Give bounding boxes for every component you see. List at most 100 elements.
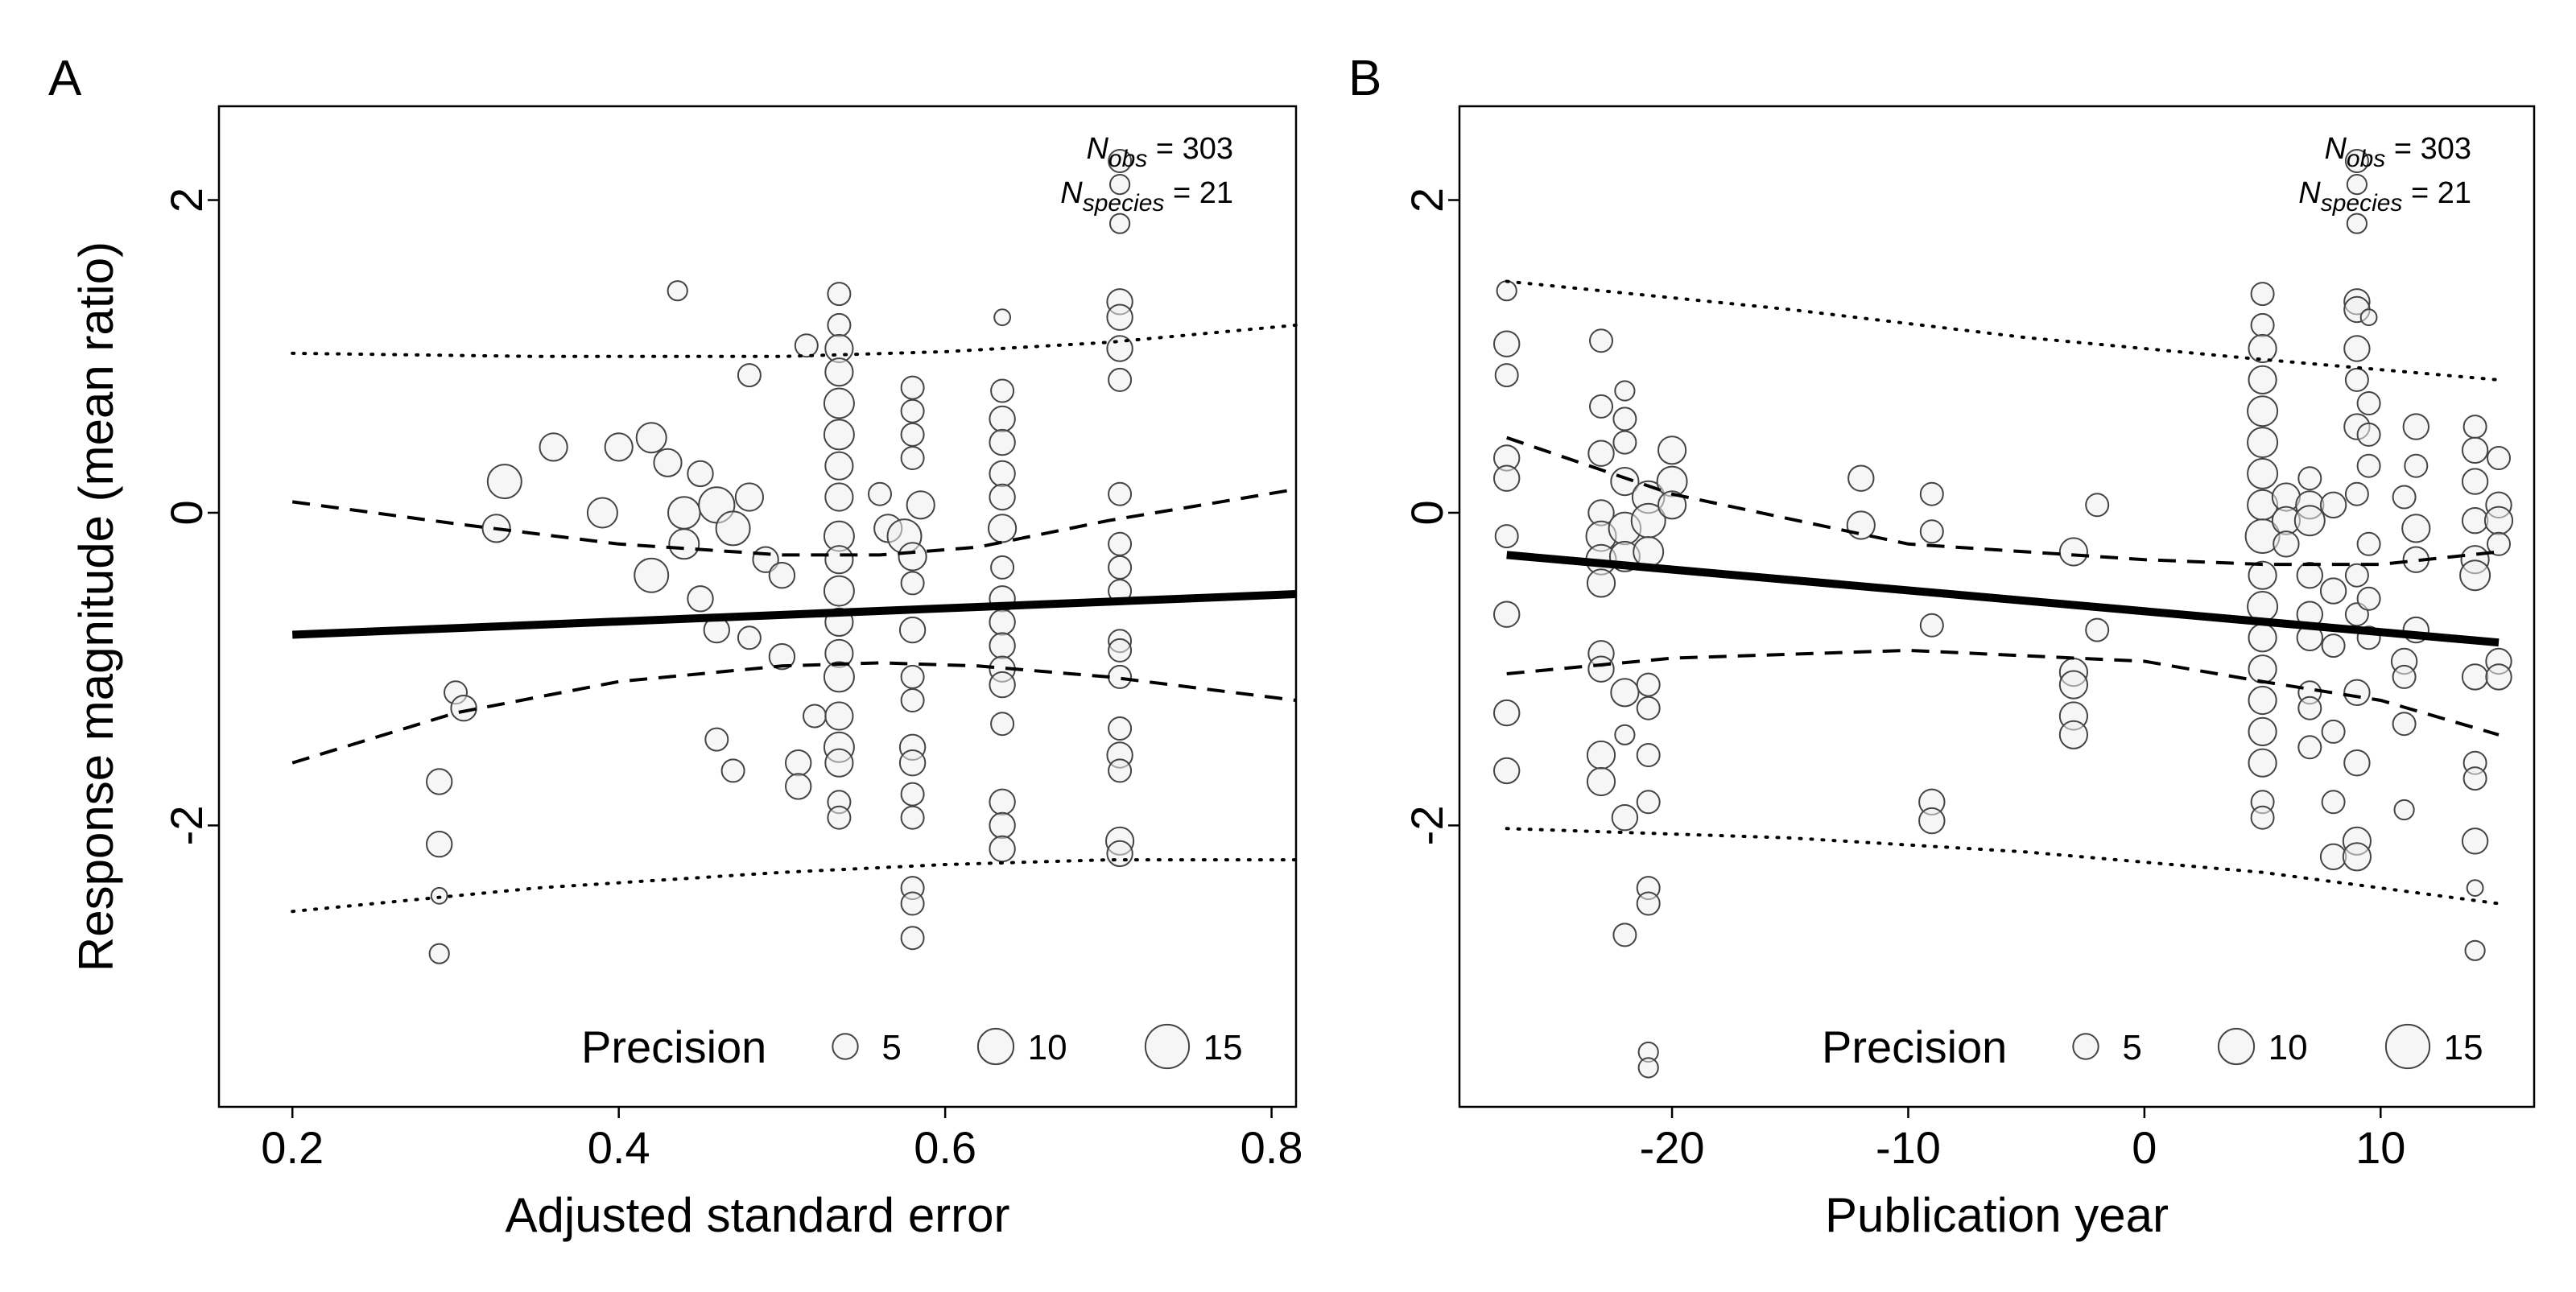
data-point [2483, 506, 2514, 535]
data-point [1106, 303, 1133, 331]
data-point [2248, 748, 2277, 778]
data-point [2344, 481, 2369, 506]
data-point [2487, 531, 2511, 556]
data-point [2297, 735, 2322, 760]
data-point [1493, 699, 1521, 727]
x-tick-label: 0.6 [914, 1122, 976, 1173]
data-point [667, 280, 688, 302]
data-point [824, 357, 854, 387]
panel-label: B [1348, 51, 1381, 106]
x-tick-label: 0.8 [1241, 1122, 1303, 1173]
data-point [1493, 757, 1521, 785]
data-point [2392, 712, 2417, 737]
data-point [1108, 758, 1133, 783]
data-point [824, 482, 854, 512]
data-point [1633, 536, 1665, 568]
confidence-interval-lower [1506, 648, 2500, 737]
data-point [989, 483, 1016, 511]
data-point [2344, 563, 2369, 588]
legend-key-circle [976, 1027, 1015, 1066]
data-point [2250, 312, 2275, 337]
data-point [1108, 664, 1133, 689]
data-point [1108, 367, 1133, 392]
legend-key-label: 5 [2122, 1028, 2141, 1067]
data-point [426, 768, 453, 795]
data-point [737, 363, 762, 388]
data-point [653, 448, 683, 477]
y-tick-label: 0 [1402, 500, 1452, 525]
x-tick-label: 10 [2355, 1122, 2405, 1173]
data-point [2297, 466, 2322, 491]
legend: Precision 5 10 15 [1822, 1022, 2483, 1072]
data-point [1493, 601, 1521, 628]
data-point [989, 671, 1016, 699]
data-point [1108, 638, 1133, 663]
data-point [989, 609, 1016, 636]
x-tick-label: -10 [1876, 1122, 1941, 1173]
data-point [823, 387, 855, 419]
data-point [823, 575, 855, 607]
data-point [1586, 766, 1616, 797]
data-point [906, 490, 935, 520]
data-point [635, 422, 667, 454]
data-point [1612, 923, 1637, 947]
data-point [1636, 672, 1661, 697]
data-point [1657, 435, 1687, 465]
chart-panel-a: A 0.2 0.4 0.6 0.8 -2 0 2 Adjusted standard error… [48, 51, 1303, 1242]
y-axis-label: Response magnitude (mean ratio) [69, 241, 123, 972]
n-species-annotation: Nspecies = 21 [2298, 176, 2471, 217]
y-tick-label: -2 [161, 806, 212, 846]
data-point [1614, 724, 1636, 745]
data-point [827, 312, 852, 337]
legend-key-label: 15 [1203, 1028, 1243, 1067]
n-obs-annotation: Nobs = 303 [2324, 132, 2471, 172]
data-point [704, 727, 729, 752]
data-point [1587, 440, 1615, 467]
data-point [1919, 613, 1944, 638]
data-point [900, 688, 925, 712]
confidence-interval-upper [1506, 435, 2500, 567]
legend-key-label: 5 [881, 1028, 901, 1067]
data-point [898, 542, 927, 572]
data-point [1589, 394, 1613, 419]
data-point [2356, 422, 2381, 447]
data-point [2321, 790, 2346, 815]
data-point [989, 405, 1016, 433]
data-point [687, 585, 714, 613]
data-point [1612, 430, 1637, 455]
legend-key-label: 15 [2444, 1028, 2483, 1067]
data-point [2058, 670, 2088, 700]
data-point [1919, 481, 1944, 506]
data-point [2402, 413, 2430, 440]
data-point [1494, 363, 1519, 388]
legend: Precision 5 10 15 [581, 1022, 1243, 1072]
data-point [2085, 617, 2110, 642]
x-tick-label: 0 [2132, 1122, 2157, 1173]
data-point [734, 482, 765, 512]
data-points [426, 149, 1135, 964]
data-point [2343, 335, 2371, 362]
data-point [2487, 446, 2511, 470]
data-point [2461, 436, 2489, 464]
data-point [768, 643, 796, 671]
data-point [667, 496, 701, 530]
data-point [900, 782, 925, 807]
data-point [2356, 586, 2381, 611]
data-point [827, 282, 852, 307]
data-point [2461, 468, 2489, 495]
data-point [1587, 655, 1615, 683]
data-point [1494, 524, 1519, 549]
data-point [1108, 716, 1133, 741]
data-point [720, 758, 745, 783]
data-point [1636, 790, 1661, 815]
data-point [586, 497, 618, 529]
x-axis-label: Publication year [1825, 1188, 2169, 1242]
data-point [824, 748, 854, 778]
data-point [2461, 663, 2489, 691]
data-point [2248, 365, 2277, 394]
data-point [1106, 840, 1133, 868]
legend-key-circle [2217, 1027, 2256, 1066]
